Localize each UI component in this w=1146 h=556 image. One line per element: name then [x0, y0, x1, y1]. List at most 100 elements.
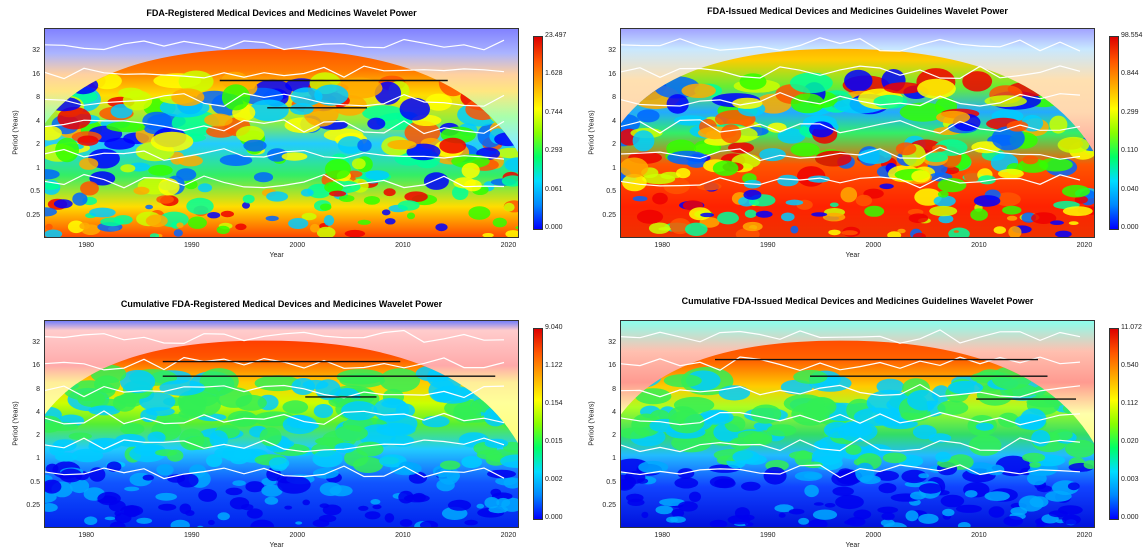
power-blob	[767, 122, 787, 133]
power-blob	[339, 195, 355, 202]
power-blob	[947, 380, 984, 395]
power-blob	[236, 125, 265, 143]
power-blob	[156, 195, 174, 204]
power-blob	[254, 375, 301, 392]
chart-panel-4: Cumulative FDA-Issued Medical Devices an…	[576, 290, 1146, 556]
power-blob	[250, 519, 275, 528]
y-tick-label: 16	[608, 70, 616, 78]
x-tick-label: 2000	[289, 532, 306, 539]
power-blob	[110, 104, 133, 119]
colorbar-label: 0.540	[1121, 362, 1139, 369]
power-blob	[1058, 505, 1083, 515]
power-blob	[936, 110, 971, 124]
power-blob	[689, 491, 701, 502]
power-blob	[637, 109, 660, 123]
power-blob	[1029, 462, 1041, 468]
power-blob	[674, 477, 699, 489]
power-blob	[120, 369, 156, 394]
power-blob	[790, 142, 820, 157]
power-blob	[370, 499, 381, 505]
y-tick-label: 8	[36, 385, 40, 393]
power-blob	[277, 475, 311, 494]
power-blob	[962, 71, 993, 92]
power-blob	[104, 137, 135, 150]
power-blob	[637, 478, 649, 484]
chart-title: Cumulative FDA-Issued Medical Devices an…	[681, 296, 1034, 306]
power-blob	[620, 157, 649, 178]
power-blob	[763, 467, 787, 485]
power-blob	[911, 170, 931, 183]
power-blob	[44, 415, 62, 433]
power-blob	[1003, 515, 1023, 527]
power-blob	[440, 460, 461, 470]
contour-line	[44, 65, 505, 80]
heatmap-svg	[44, 320, 519, 528]
power-blob	[100, 217, 125, 227]
y-tick-label: 8	[36, 94, 40, 102]
contour-line	[620, 329, 1081, 344]
y-tick-label: 32	[32, 339, 40, 347]
power-blob	[423, 172, 449, 190]
power-blob	[266, 191, 289, 202]
power-blob	[873, 94, 908, 109]
power-blob	[206, 454, 223, 468]
power-blob	[55, 137, 79, 163]
power-blob	[700, 212, 714, 218]
power-blob	[659, 498, 685, 506]
power-blob	[322, 504, 342, 516]
power-blob	[170, 519, 190, 528]
y-tick-label: 16	[32, 362, 40, 370]
power-blob	[484, 497, 500, 509]
power-blob	[790, 225, 799, 234]
power-blob	[929, 205, 958, 217]
power-blob	[1036, 485, 1052, 493]
contour-line	[620, 356, 1081, 372]
x-tick-label: 2020	[1076, 532, 1093, 539]
power-blob	[766, 424, 797, 437]
contour-line	[44, 92, 505, 108]
power-blob	[261, 484, 283, 497]
y-tick-label: 16	[32, 70, 40, 78]
y-tick-label: 1	[36, 455, 40, 463]
power-blob	[988, 506, 1005, 518]
power-blob	[811, 212, 828, 217]
power-blob	[803, 472, 821, 480]
power-blob	[351, 158, 366, 170]
y-axis-label: Period (Years)	[12, 401, 20, 446]
power-blob	[841, 230, 858, 236]
power-blob	[184, 179, 198, 190]
power-blob	[709, 476, 735, 488]
colorbar-label: 0.000	[545, 224, 563, 231]
power-blob	[187, 216, 207, 229]
power-blob	[933, 195, 956, 207]
power-blob	[439, 137, 467, 154]
colorbar-label: 1.122	[545, 362, 563, 369]
power-blob	[907, 389, 939, 411]
contour-line	[620, 65, 1081, 80]
power-blob	[399, 519, 413, 527]
power-blob	[358, 505, 369, 511]
power-blob	[811, 447, 844, 466]
power-blob	[44, 479, 62, 494]
power-blob	[804, 484, 819, 498]
power-blob	[942, 508, 955, 517]
y-tick-label: 1	[612, 164, 616, 172]
x-tick-label: 2020	[1076, 242, 1093, 249]
contour-line	[44, 173, 505, 189]
power-blob	[88, 440, 115, 453]
power-blob	[197, 183, 213, 193]
power-blob	[910, 491, 926, 500]
power-blob	[246, 508, 263, 519]
contour-line	[620, 174, 1081, 189]
power-blob	[242, 194, 255, 204]
power-blob	[807, 175, 830, 183]
power-blob	[242, 202, 250, 209]
power-blob	[367, 117, 386, 130]
power-blob	[178, 393, 207, 417]
power-blob	[384, 513, 395, 523]
power-blob	[482, 233, 494, 238]
power-blob	[68, 432, 92, 441]
contour-line	[44, 356, 505, 371]
power-blob	[937, 178, 967, 193]
power-blob	[813, 502, 824, 506]
